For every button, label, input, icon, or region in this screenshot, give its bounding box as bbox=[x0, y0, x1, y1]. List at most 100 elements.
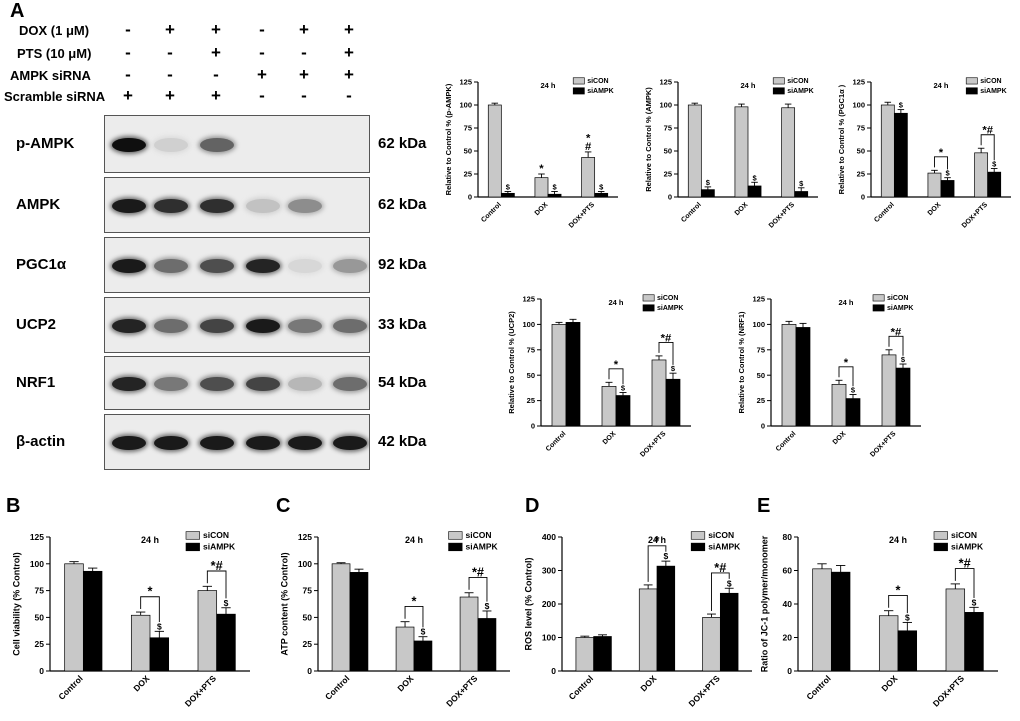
x-tick-label: DOX bbox=[638, 673, 658, 693]
blot-band bbox=[154, 377, 188, 391]
bar bbox=[665, 378, 681, 427]
y-tick-label: 0 bbox=[307, 666, 312, 676]
bracket-label: * bbox=[655, 533, 660, 548]
blot-band bbox=[112, 436, 146, 450]
significance-mark: $ bbox=[972, 597, 977, 607]
legend-swatch bbox=[690, 531, 706, 540]
y-axis-label: Relative to Control % (UCP2) bbox=[507, 311, 516, 414]
blot-band bbox=[288, 259, 322, 273]
y-tick-label: 0 bbox=[39, 666, 44, 676]
significance-mark: $ bbox=[752, 173, 757, 182]
condition-label: Scramble siRNA bbox=[4, 89, 106, 104]
condition-sign: + bbox=[344, 20, 354, 39]
y-tick-label: 60 bbox=[783, 565, 793, 575]
blot-band bbox=[246, 319, 280, 333]
legend-swatch bbox=[965, 77, 978, 85]
y-tick-label: 75 bbox=[464, 124, 472, 133]
y-tick-label: 75 bbox=[757, 345, 765, 354]
y-axis-label: Ratio of JC-1 polymer/monomer bbox=[759, 535, 769, 672]
condition-sign: - bbox=[167, 43, 173, 62]
y-tick-label: 75 bbox=[35, 586, 45, 596]
x-tick-label: Control bbox=[567, 673, 595, 701]
condition-label: AMPK siRNA bbox=[10, 68, 91, 83]
legend-label: siAMPK bbox=[466, 542, 499, 552]
significance-mark: $ bbox=[706, 178, 711, 187]
chart-title: 24 h bbox=[540, 81, 555, 90]
legend-swatch bbox=[185, 531, 200, 540]
condition-sign: + bbox=[165, 86, 175, 105]
blot-kda-label: 62 kDa bbox=[378, 196, 427, 213]
bar bbox=[149, 637, 170, 672]
blot-band bbox=[154, 138, 188, 152]
significance-bracket bbox=[140, 596, 160, 622]
y-axis-label: Relative to Control % (p-AMPK) bbox=[444, 83, 453, 195]
x-tick-label: DOX bbox=[602, 430, 618, 446]
blot-band bbox=[154, 436, 188, 450]
blot-band bbox=[288, 319, 322, 333]
condition-sign: - bbox=[259, 20, 265, 39]
condition-sign: - bbox=[125, 43, 131, 62]
bar bbox=[500, 192, 515, 198]
legend-swatch bbox=[448, 531, 463, 540]
bar bbox=[615, 395, 631, 427]
legend-swatch bbox=[690, 542, 706, 552]
significance-mark: $ bbox=[552, 182, 557, 191]
y-tick-label: 25 bbox=[757, 396, 765, 405]
condition-sign: - bbox=[346, 86, 352, 105]
blot-kda-label: 42 kDa bbox=[378, 433, 427, 450]
legend-swatch bbox=[185, 542, 200, 552]
blot-kda-label: 33 kDa bbox=[378, 316, 427, 333]
y-tick-label: 75 bbox=[303, 586, 313, 596]
x-tick-label: DOX bbox=[131, 673, 151, 693]
y-tick-label: 100 bbox=[852, 101, 865, 110]
bar bbox=[830, 571, 851, 672]
condition-sign: - bbox=[259, 43, 265, 62]
bar bbox=[781, 107, 796, 198]
y-tick-label: 100 bbox=[459, 101, 472, 110]
bar bbox=[945, 588, 966, 672]
x-tick-label: DOX+PTS bbox=[568, 201, 596, 229]
x-tick-label: Control bbox=[775, 430, 798, 453]
y-tick-label: 100 bbox=[522, 320, 535, 329]
x-tick-label: Control bbox=[56, 673, 84, 701]
blot-band bbox=[333, 436, 367, 450]
bar bbox=[82, 570, 103, 672]
significance-mark: $ bbox=[224, 598, 229, 608]
significance-bracket bbox=[711, 572, 730, 612]
condition-sign: + bbox=[165, 20, 175, 39]
significance-mark: $ bbox=[727, 578, 732, 588]
bracket-label: *# bbox=[661, 332, 672, 344]
bar bbox=[216, 613, 236, 672]
chart-pgc1a: 0 25 50 75 100 125 Relative to Control % (PGC1… bbox=[837, 77, 1011, 230]
blot-band bbox=[246, 259, 280, 273]
panel-letter-b: B bbox=[6, 495, 21, 517]
y-tick-label: 0 bbox=[787, 666, 792, 676]
panel-letter-c: C bbox=[276, 495, 291, 517]
blot-band bbox=[333, 319, 367, 333]
chart-title: 24 h bbox=[648, 535, 666, 545]
condition-sign: - bbox=[301, 86, 307, 105]
y-tick-label: 125 bbox=[752, 295, 765, 304]
chart-title: 24 h bbox=[740, 81, 755, 90]
bar bbox=[656, 565, 676, 672]
x-tick-label: DOX bbox=[395, 673, 415, 693]
blot-band bbox=[200, 319, 234, 333]
condition-sign: + bbox=[344, 65, 354, 84]
bar bbox=[702, 617, 721, 672]
bar bbox=[534, 177, 549, 198]
significance-bracket bbox=[647, 545, 667, 582]
chart-title: 24 h bbox=[933, 81, 948, 90]
significance-mark: * bbox=[539, 163, 544, 175]
chart-nrf1: 0 25 50 75 100 125 Relative to Control % (NRF1… bbox=[737, 294, 921, 459]
bar bbox=[687, 104, 702, 198]
y-tick-label: 75 bbox=[664, 124, 672, 133]
legend-swatch bbox=[772, 77, 785, 85]
condition-sign: - bbox=[167, 65, 173, 84]
x-tick-label: Control bbox=[323, 673, 351, 701]
significance-mark: $ bbox=[621, 383, 626, 392]
bar bbox=[794, 191, 809, 198]
legend-label: siAMPK bbox=[587, 88, 613, 95]
bar bbox=[594, 192, 609, 198]
blot-band bbox=[112, 319, 146, 333]
y-tick-label: 125 bbox=[30, 532, 44, 542]
